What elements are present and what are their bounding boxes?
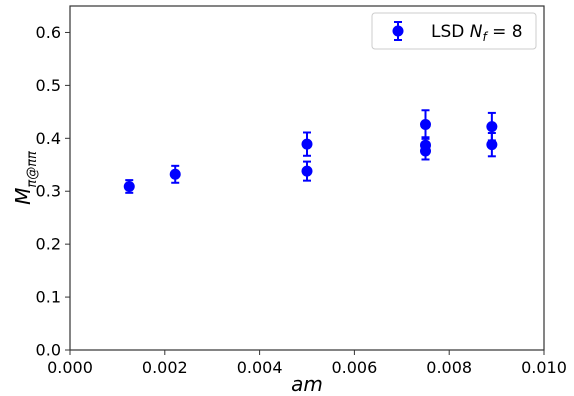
data-point: [301, 131, 313, 157]
x-axis-label: am: [291, 372, 323, 396]
point-marker: [301, 138, 313, 150]
axis-ticks: 0.000 0.002 0.004 0.006 0.008 0.010 0.0 0.1 0.2 0…: [36, 23, 567, 377]
y-tick-label: 0.4: [36, 129, 61, 148]
data-point: [169, 164, 181, 184]
y-tick-label: 0.0: [36, 341, 61, 360]
x-tick-label: 0.004: [237, 358, 283, 377]
data-point: [123, 179, 135, 194]
legend-box: [371, 12, 537, 50]
point-marker: [420, 145, 431, 157]
legend-label: LSD Nf = 8: [431, 22, 523, 44]
x-tick-label: 0.002: [142, 358, 188, 377]
y-axis-label: Mπ@ππ: [11, 151, 40, 205]
data-point: [486, 132, 498, 158]
point-marker: [123, 180, 135, 192]
plot-frame: [69, 5, 545, 351]
x-tick-label: 0.006: [331, 358, 377, 377]
y-tick-label: 0.5: [36, 76, 61, 95]
point-marker: [486, 139, 498, 151]
y-tick-label: 0.1: [36, 288, 61, 307]
data-point: [420, 141, 431, 161]
point-marker: [301, 165, 313, 177]
data-point: [420, 109, 431, 140]
x-tick-label: 0.000: [47, 358, 93, 377]
x-tick-label: 0.010: [521, 358, 567, 377]
x-tick-label: 0.008: [426, 358, 472, 377]
y-tick-label: 0.6: [36, 23, 61, 42]
point-marker: [420, 119, 431, 131]
point-marker: [486, 121, 498, 133]
data-point: [301, 160, 313, 182]
point-marker: [169, 168, 181, 180]
legend: LSD Nf = 8: [371, 12, 537, 50]
data-points: [123, 109, 498, 194]
y-tick-label: 0.2: [36, 235, 61, 254]
legend-marker: [392, 25, 404, 37]
y-tick-label: 0.3: [36, 182, 61, 201]
